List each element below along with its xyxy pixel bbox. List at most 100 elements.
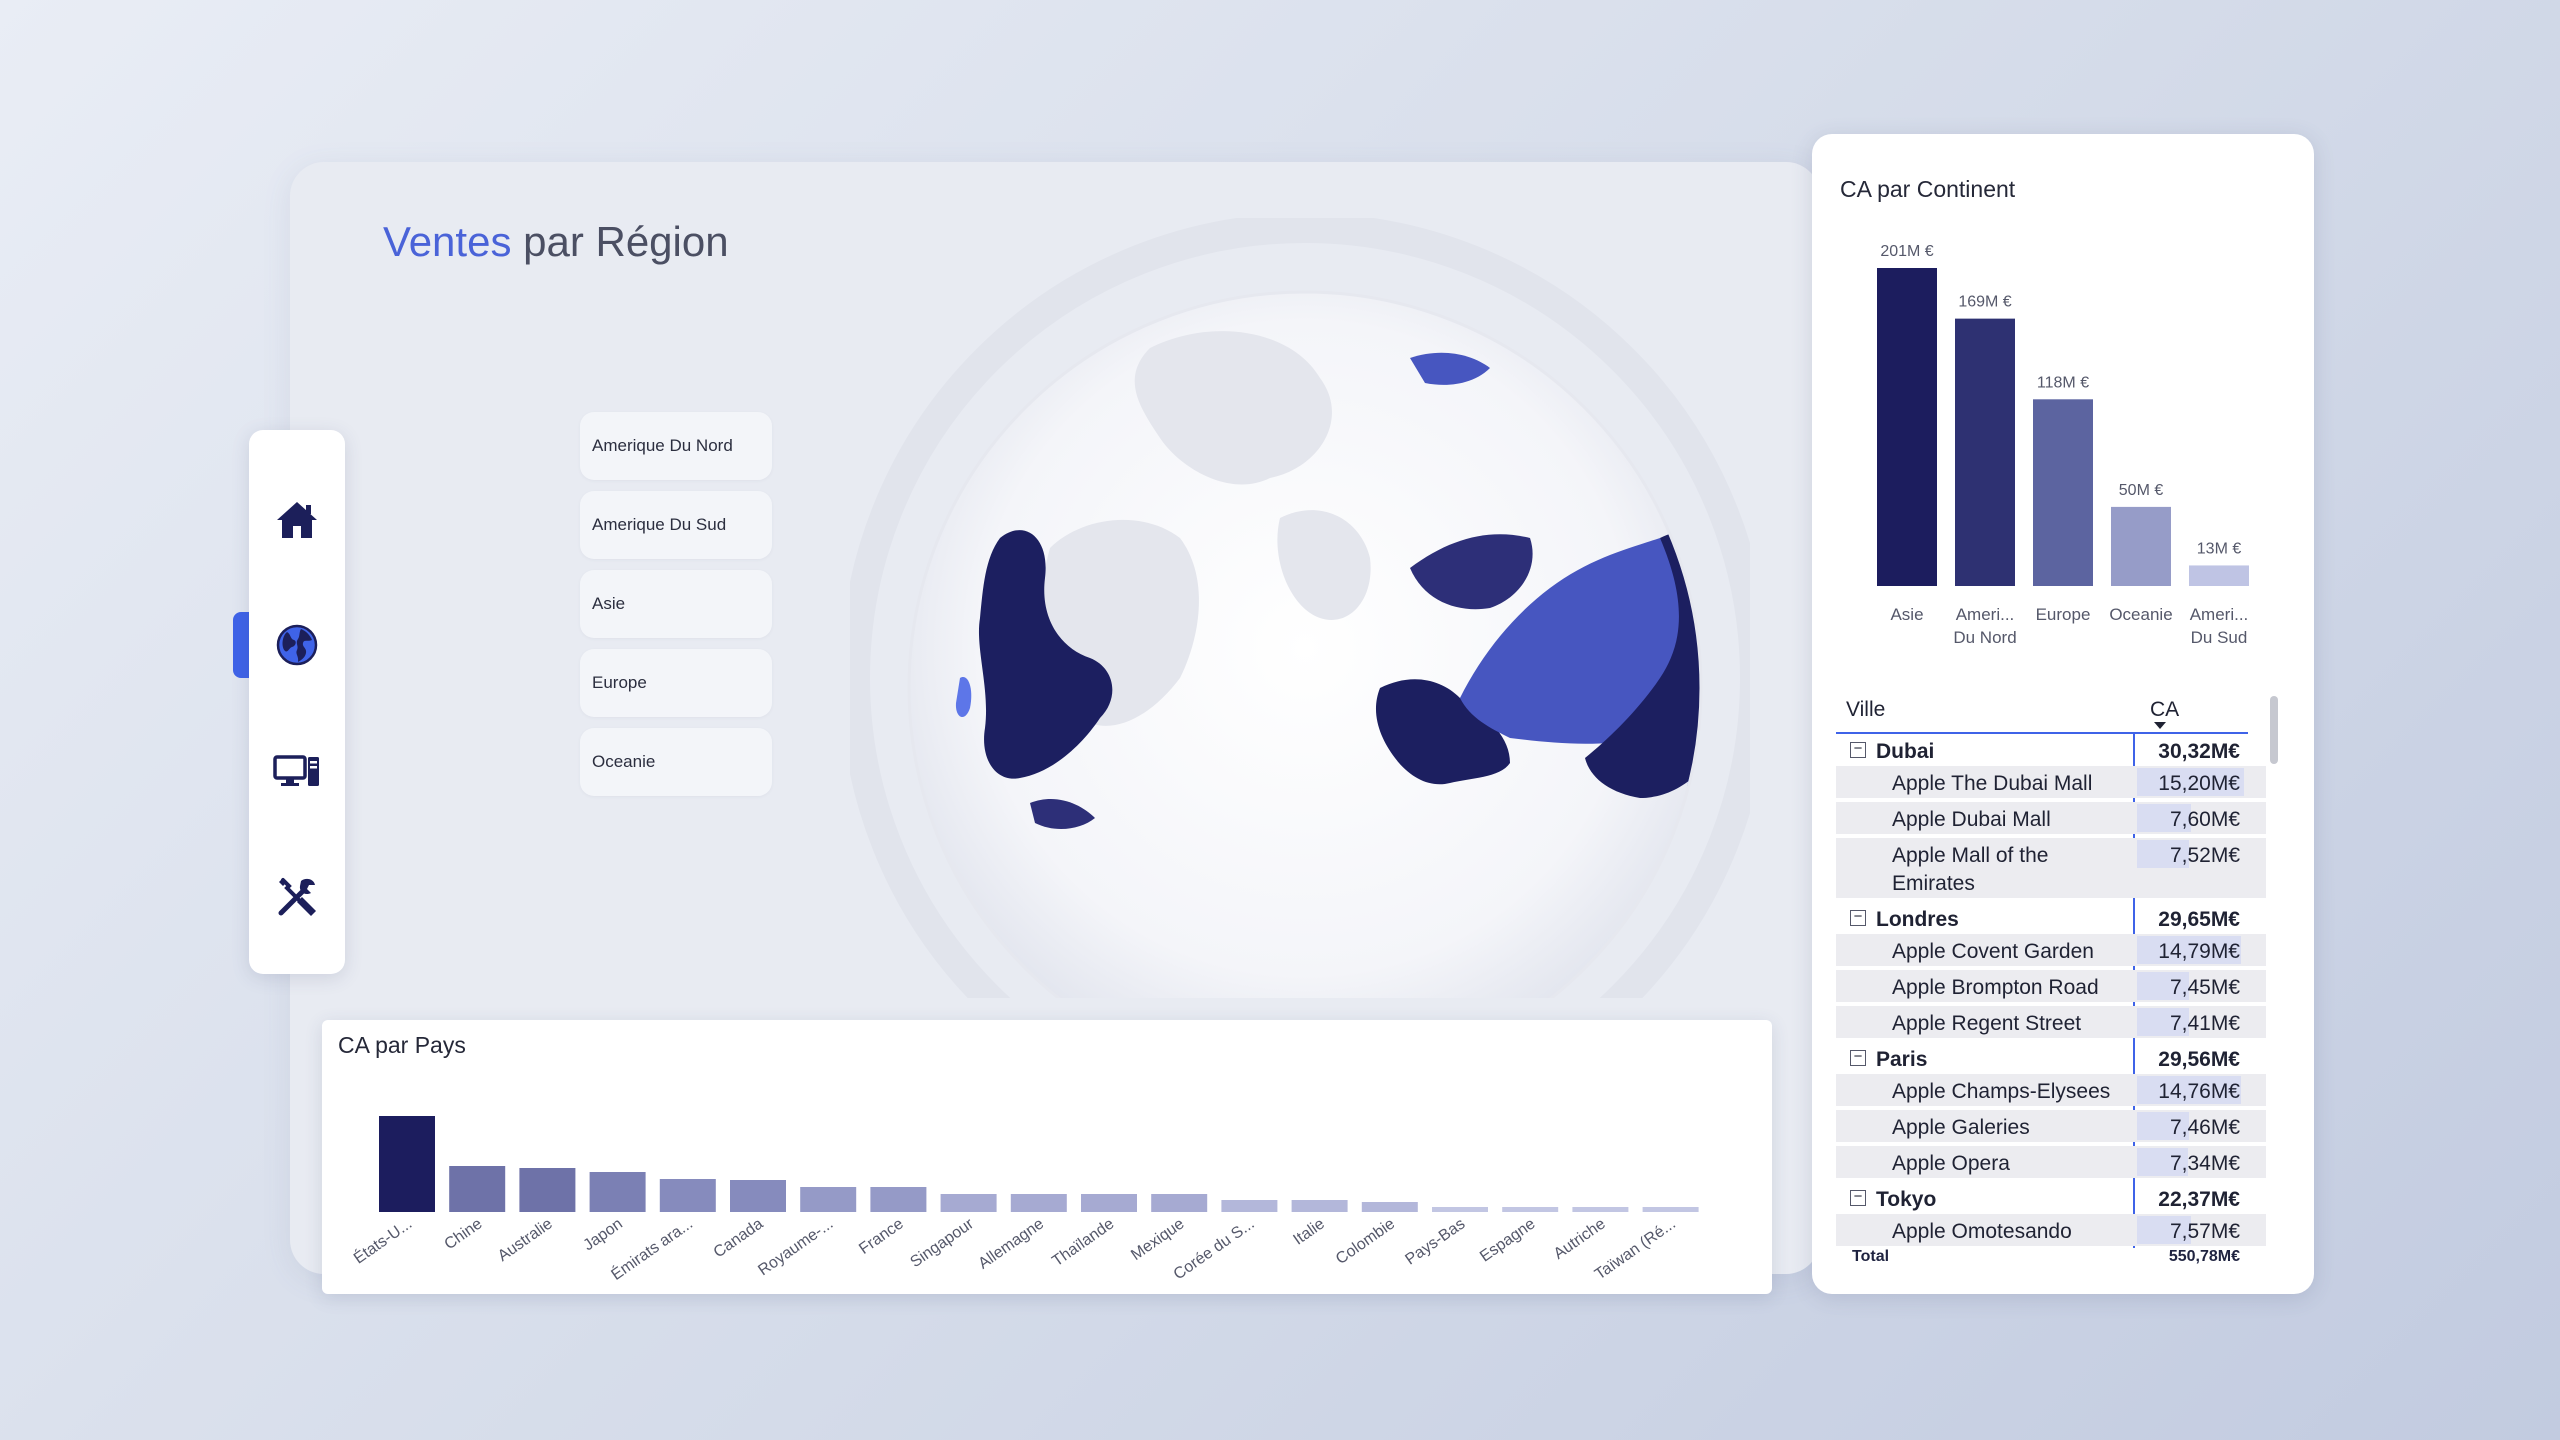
map-region-asie[interactable]	[978, 530, 1113, 779]
matrix-group-row[interactable]: − Dubai 30,32M€	[1836, 734, 2266, 766]
tools-icon	[278, 878, 316, 916]
matrix-store-value: 14,79M€	[2133, 934, 2248, 966]
nav-globe-button[interactable]	[249, 597, 345, 693]
continent-bar[interactable]	[2033, 399, 2093, 586]
matrix-header-line	[1836, 732, 2248, 734]
pays-bar[interactable]	[1221, 1200, 1278, 1212]
matrix-store-row[interactable]: Apple Covent Garden 14,79M€	[1836, 934, 2266, 966]
pays-bar[interactable]	[1502, 1207, 1559, 1212]
collapse-icon[interactable]: −	[1850, 741, 1866, 758]
pays-bar[interactable]	[659, 1179, 716, 1212]
matrix-store-row[interactable]: Apple Brompton Road 7,45M€	[1836, 970, 2266, 1002]
slicer-item-oceanie[interactable]: Oceanie	[580, 728, 772, 796]
matrix-store-value: 7,46M€	[2133, 1110, 2248, 1142]
slicer-item-amerique-du-sud[interactable]: Amerique Du Sud	[580, 491, 772, 559]
matrix-group-row[interactable]: − Tokyo 22,37M€	[1836, 1182, 2266, 1214]
matrix-store-row[interactable]: Apple Galeries 7,46M€	[1836, 1110, 2266, 1142]
pays-bar[interactable]	[1010, 1194, 1067, 1212]
pays-bar[interactable]	[519, 1168, 576, 1212]
collapse-icon[interactable]: −	[1850, 1049, 1866, 1066]
pays-bar[interactable]	[449, 1166, 506, 1212]
pays-bar[interactable]	[1361, 1202, 1418, 1212]
pays-bar[interactable]	[1291, 1200, 1348, 1212]
continent-data-label: 201M €	[1880, 243, 1933, 260]
side-nav	[249, 430, 345, 974]
matrix-store-name: Apple Covent Garden	[1892, 940, 2094, 963]
pays-tick-label: Mexique	[1128, 1215, 1187, 1264]
globe-map-svg	[850, 218, 1750, 998]
continent-bar[interactable]	[1955, 318, 2015, 586]
pays-bar[interactable]	[730, 1180, 786, 1212]
continent-data-label: 169M €	[1958, 294, 2011, 311]
matrix-store-value: 7,45M€	[2133, 970, 2248, 1002]
slicer-item-asie[interactable]: Asie	[580, 570, 772, 638]
pays-bar[interactable]	[1642, 1207, 1699, 1212]
matrix-group-value: 22,37M€	[2158, 1188, 2240, 1211]
pays-bar[interactable]	[1572, 1207, 1629, 1212]
map-region-asie-islands[interactable]	[1030, 798, 1095, 830]
slicer-item-europe[interactable]: Europe	[580, 649, 772, 717]
matrix-data-bar	[2137, 840, 2189, 868]
continent-bar[interactable]	[2111, 506, 2171, 586]
matrix-store-row[interactable]: Apple The Dubai Mall 15,20M€	[1836, 766, 2266, 798]
matrix-col-ca[interactable]: CA	[2150, 698, 2180, 721]
pays-bar[interactable]	[940, 1194, 997, 1212]
continent-bar[interactable]	[2189, 565, 2249, 586]
slicer-item-amerique-du-nord[interactable]: Amerique Du Nord	[580, 412, 772, 480]
matrix-store-row[interactable]: Apple Dubai Mall 7,60M€	[1836, 802, 2266, 834]
pays-tick-label: Espagne	[1477, 1215, 1539, 1265]
matrix-store-value: 7,60M€	[2133, 802, 2248, 834]
nav-devices-button[interactable]	[249, 722, 345, 818]
pays-bar[interactable]	[1081, 1194, 1137, 1212]
matrix-store-value: 7,57M€	[2133, 1214, 2248, 1246]
pays-tick-label: États-U...	[350, 1214, 416, 1268]
pays-bar[interactable]	[1432, 1207, 1488, 1212]
pays-tick-label: France	[856, 1215, 907, 1258]
pays-bar[interactable]	[870, 1187, 927, 1212]
continent-data-label: 13M €	[2197, 540, 2242, 557]
map-region-canada-islands[interactable]	[1410, 534, 1533, 610]
matrix-store-name: Apple The Dubai Mall	[1892, 772, 2093, 795]
map-region-europe-west[interactable]	[955, 677, 972, 718]
matrix-store-name: Apple Regent Street	[1892, 1012, 2082, 1035]
matrix-group-name: Tokyo	[1876, 1188, 1937, 1211]
matrix-col-ville[interactable]: Ville	[1846, 698, 1886, 721]
matrix-store-row[interactable]: Apple Regent Street 7,41M€	[1836, 1006, 2266, 1038]
matrix-group-row[interactable]: − Londres 29,65M€	[1836, 902, 2266, 934]
matrix-body[interactable]: − Dubai 30,32M€ Apple The Dubai Mall 15,20M€…	[1836, 734, 2266, 1248]
map-region-asie-east[interactable]	[1585, 531, 1750, 798]
map-region-amerique-du-nord[interactable]	[1460, 538, 1710, 744]
map-region-europe-north[interactable]	[1410, 352, 1490, 385]
pays-bar[interactable]	[379, 1116, 435, 1212]
collapse-icon[interactable]: −	[1850, 909, 1866, 926]
nav-settings-button[interactable]	[249, 849, 345, 945]
matrix-store-row[interactable]: Apple Champs-Elysees 14,76M€	[1836, 1074, 2266, 1106]
globe-halo	[850, 218, 1750, 998]
pays-bar[interactable]	[800, 1187, 857, 1212]
map-region-alaska[interactable]	[1375, 679, 1510, 785]
matrix-scrollbar[interactable]	[2270, 696, 2278, 764]
matrix-store-value: 15,20M€	[2133, 766, 2248, 798]
globe-map[interactable]	[850, 218, 1750, 998]
matrix-store-row[interactable]: Apple Mall of the Emirates 7,52M€	[1836, 838, 2266, 898]
matrix-data-bar	[2137, 804, 2191, 832]
sort-desc-icon[interactable]	[2154, 722, 2166, 729]
continent-bar[interactable]	[1877, 268, 1937, 586]
matrix-data-bar	[2137, 1216, 2191, 1244]
matrix-store-row[interactable]: Apple Opera 7,34M€	[1836, 1146, 2266, 1178]
pays-tick-label: Singapour	[907, 1215, 977, 1271]
pays-tick-label: Thaïlande	[1049, 1215, 1117, 1270]
nav-home-button[interactable]	[249, 472, 345, 568]
matrix-store-value: 7,41M€	[2133, 1006, 2248, 1038]
matrix-store-row[interactable]: Apple Omotesando 7,57M€	[1836, 1214, 2266, 1246]
matrix-store-name: Apple Dubai Mall	[1892, 808, 2051, 831]
pays-tick-label: Colombie	[1333, 1215, 1398, 1268]
pays-bar[interactable]	[589, 1172, 646, 1212]
pays-bar[interactable]	[1151, 1194, 1208, 1212]
ca-par-continent-title: CA par Continent	[1840, 176, 2016, 202]
matrix-data-bar	[2137, 1112, 2189, 1140]
matrix-group-row[interactable]: − Paris 29,56M€	[1836, 1042, 2266, 1074]
continent-tick-label: Ameri... Du Nord	[1953, 605, 2016, 647]
collapse-icon[interactable]: −	[1850, 1189, 1866, 1206]
matrix-data-bar	[2137, 768, 2244, 796]
